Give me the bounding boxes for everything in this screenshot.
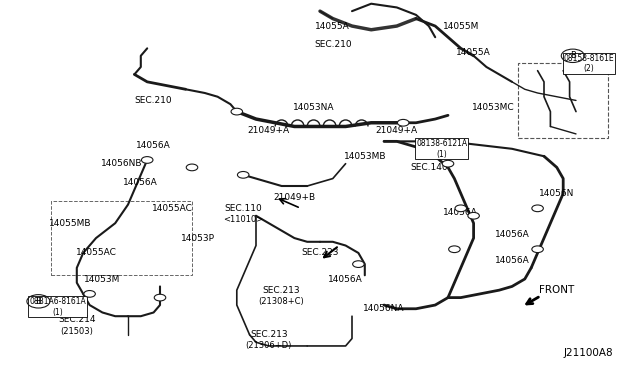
Text: FRONT: FRONT xyxy=(539,285,575,295)
Text: (21503): (21503) xyxy=(60,327,93,336)
Text: SEC.210: SEC.210 xyxy=(135,96,172,105)
Text: 14056A: 14056A xyxy=(136,141,171,150)
Circle shape xyxy=(353,261,364,267)
Circle shape xyxy=(186,164,198,171)
Circle shape xyxy=(397,119,409,126)
Text: 14055A: 14055A xyxy=(316,22,350,31)
Text: 14053M: 14053M xyxy=(84,275,120,283)
Text: J21100A8: J21100A8 xyxy=(564,349,614,358)
Circle shape xyxy=(237,171,249,178)
Text: 14053NA: 14053NA xyxy=(293,103,334,112)
Text: 14053MC: 14053MC xyxy=(472,103,514,112)
Text: SEC.223: SEC.223 xyxy=(301,248,339,257)
Text: 14055AC: 14055AC xyxy=(76,248,116,257)
Circle shape xyxy=(455,205,467,212)
Text: 14056A: 14056A xyxy=(124,178,158,187)
Text: SEC.210: SEC.210 xyxy=(314,40,351,49)
Text: 21049+B: 21049+B xyxy=(273,193,316,202)
Text: (21308+C): (21308+C) xyxy=(259,297,305,306)
Circle shape xyxy=(532,246,543,253)
Text: SEC.110: SEC.110 xyxy=(225,204,262,213)
Text: 14053P: 14053P xyxy=(181,234,216,243)
Text: 14055MB: 14055MB xyxy=(49,219,92,228)
Text: 08138-6121A
(1): 08138-6121A (1) xyxy=(416,139,467,158)
Text: 14056NB: 14056NB xyxy=(101,159,142,168)
Text: 14055A: 14055A xyxy=(456,48,491,57)
Text: 14056A: 14056A xyxy=(444,208,478,217)
Text: SEC.213: SEC.213 xyxy=(250,330,287,339)
Text: SEC.140: SEC.140 xyxy=(410,163,447,172)
Text: 14056A: 14056A xyxy=(495,256,529,265)
Circle shape xyxy=(84,291,95,297)
Text: 14056NA: 14056NA xyxy=(364,304,404,313)
Text: 14056N: 14056N xyxy=(539,189,575,198)
Text: <11010>: <11010> xyxy=(223,215,263,224)
Text: 14056A: 14056A xyxy=(328,275,363,283)
Text: 21049+A: 21049+A xyxy=(376,126,418,135)
Text: 14056A: 14056A xyxy=(495,230,529,239)
Text: B: B xyxy=(570,51,576,60)
Text: 14053MB: 14053MB xyxy=(344,152,386,161)
Circle shape xyxy=(468,212,479,219)
Circle shape xyxy=(141,157,153,163)
Text: 14055AC: 14055AC xyxy=(152,204,193,213)
Circle shape xyxy=(532,205,543,212)
Circle shape xyxy=(231,108,243,115)
Text: 21049+A: 21049+A xyxy=(248,126,290,135)
Text: 14055M: 14055M xyxy=(443,22,479,31)
Text: 08158-8161E
(2): 08158-8161E (2) xyxy=(563,54,614,73)
Text: 08B1A6-8161A
(1): 08B1A6-8161A (1) xyxy=(29,297,86,317)
Text: SEC.214: SEC.214 xyxy=(58,315,95,324)
Text: SEC.213: SEC.213 xyxy=(263,286,300,295)
Circle shape xyxy=(442,160,454,167)
Text: B: B xyxy=(35,297,42,306)
Circle shape xyxy=(154,294,166,301)
Text: (21306+D): (21306+D) xyxy=(246,341,292,350)
Circle shape xyxy=(449,246,460,253)
